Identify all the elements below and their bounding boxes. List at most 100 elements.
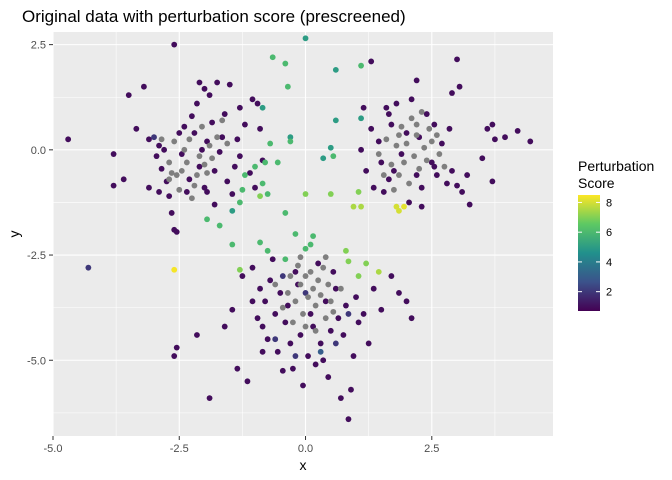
data-point [345,258,352,265]
data-point [489,121,496,128]
data-point [315,260,322,267]
data-point [502,134,508,141]
data-point [226,81,233,88]
data-point [166,176,173,183]
data-point [327,298,334,305]
data-point [433,132,440,139]
data-point [125,92,132,99]
data-point [330,268,337,275]
data-point [289,365,296,372]
data-point [257,239,263,246]
data-point [302,35,309,42]
data-point [236,104,243,111]
y-tick-label: -2.5 [27,250,46,262]
data-point [236,266,243,273]
data-point [186,136,193,143]
data-point [188,113,195,120]
legend-title-line2: Score [578,175,615,191]
data-point [413,172,420,178]
data-point [398,123,405,130]
data-point [302,290,309,296]
data-point [153,153,160,160]
data-point [279,367,286,374]
data-point [254,315,261,322]
data-point [194,172,200,178]
data-point [292,353,299,359]
x-tick-label: -2.5 [170,443,189,455]
data-point [358,62,364,69]
data-point [201,85,208,92]
data-point [433,172,440,178]
data-point [173,228,180,235]
data-point [272,336,279,343]
data-point [378,306,385,313]
data-point [406,199,412,206]
data-point [274,159,281,166]
data-point [272,311,279,317]
data-point [85,264,92,271]
data-point [209,155,215,162]
data-point [173,172,180,178]
data-point [332,117,339,124]
data-point [168,170,175,176]
data-point [282,60,289,67]
data-point [428,159,435,166]
data-point [436,151,443,157]
data-point [196,153,203,160]
data-point [337,395,344,402]
data-point [156,189,162,195]
data-point [221,111,228,117]
data-point [257,125,263,132]
data-point [239,273,246,279]
data-point [191,182,198,189]
data-point [219,134,226,141]
y-tick-label: -5.0 [27,355,46,367]
data-point [484,125,491,132]
data-point [292,298,299,305]
x-tick-label: 0.0 [298,443,313,455]
data-point [421,144,428,151]
data-point [302,323,309,330]
data-point [262,298,269,305]
data-point [178,151,185,157]
data-point [322,315,329,322]
data-point [300,311,306,317]
data-point [300,382,306,389]
data-point [158,136,165,143]
data-point [363,167,370,174]
legend-tick-label: 2 [606,287,612,299]
data-point [305,353,311,359]
legend-colorbar [578,195,600,311]
data-point [322,298,329,305]
data-point [262,159,269,166]
data-point [110,151,117,157]
data-point [388,161,395,168]
data-point [358,146,364,153]
x-tick-label: -5.0 [44,443,63,455]
data-point [312,361,319,368]
data-point [438,140,445,147]
data-point [242,121,248,128]
data-point [385,111,392,117]
data-point [413,121,420,128]
data-point [418,203,425,210]
data-point [403,298,410,305]
data-point [388,121,395,128]
data-point [183,159,190,166]
data-point [355,273,362,279]
data-point [259,104,266,111]
data-point [211,201,218,208]
data-point [284,302,291,309]
data-point [186,176,193,183]
data-point [343,302,349,309]
data-point [171,138,178,145]
data-point [214,79,221,86]
data-point [416,165,423,172]
data-point [216,149,223,155]
data-point [206,92,213,99]
data-point [224,140,231,147]
data-point [287,273,294,279]
data-point [441,163,448,170]
data-point [181,146,188,153]
data-point [247,170,253,176]
